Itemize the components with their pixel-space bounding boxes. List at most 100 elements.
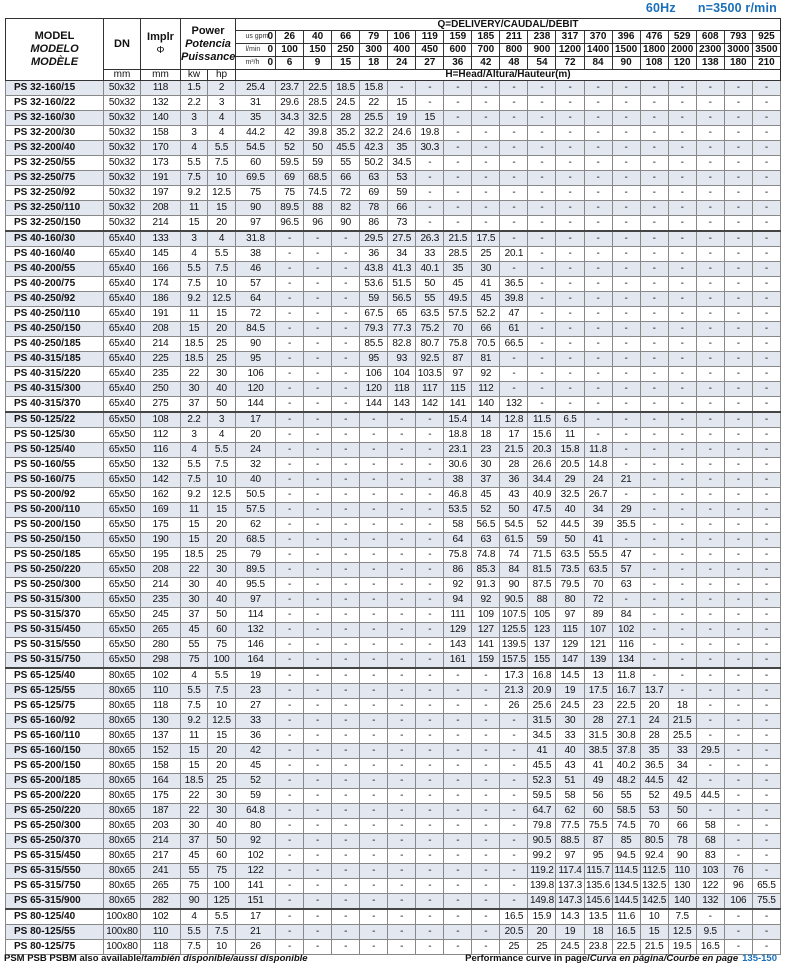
head-value-cell: 139.8 [527,878,557,894]
kw-cell: 2.2 [180,411,208,428]
head-value-cell: 17 [235,908,277,925]
dn-cell: 80x65 [103,788,141,804]
head-value-cell: - [611,532,641,548]
flow-value: 90 [620,57,632,69]
head-value-cell: - [695,442,725,458]
head-value-cell: - [723,411,753,428]
head-value-cell: - [359,863,389,879]
head-value-cell: 30 [555,713,585,729]
head-value-cell: 25.5 [667,728,697,744]
model-cell: PS 50-315/750 [5,652,104,669]
page-range-link[interactable]: 135-150 [742,953,777,964]
head-value-cell: - [415,155,445,171]
head-value-cell: - [331,698,361,714]
head-value-cell: 87 [443,351,473,367]
head-value-cell: - [555,95,585,111]
head-value-cell: 72 [583,592,613,608]
kw-cell: 2.2 [180,95,208,111]
head-value-cell: - [751,381,782,397]
head-value-cell: - [275,276,305,292]
head-value-cell: - [303,803,333,819]
head-value-cell: - [667,502,697,518]
dn-cell: 65x40 [103,261,141,277]
head-value-cell: - [695,396,725,413]
head-value-cell: - [303,502,333,518]
dn-cell: 65x50 [103,607,141,623]
flow-m3h-cell: 210 [751,56,782,70]
head-value-cell: - [443,80,473,96]
head-value-cell: - [415,788,445,804]
head-value-cell: - [359,652,389,669]
head-value-cell: - [695,306,725,322]
head-value-cell: - [275,607,305,623]
head-value-cell: - [667,411,697,428]
flow-value: 79 [368,31,380,43]
head-value-cell: 110 [667,863,697,879]
head-value-cell: - [303,908,333,925]
hp-cell: 60 [206,848,237,864]
head-value-cell: - [751,758,782,774]
flow-m3h-cell: 72 [555,56,585,70]
head-value-cell: - [667,291,697,307]
head-value-cell: - [583,276,613,292]
head-value-cell: - [387,683,417,699]
head-value-cell: 85.3 [471,562,501,578]
head-value-cell: - [303,893,333,910]
flow-m3h-cell: m³/h 0 [235,56,277,70]
head-value-cell: - [331,351,361,367]
head-value-cell: - [471,667,501,684]
head-value-cell: - [471,200,501,216]
head-value-cell: 132 [235,622,277,638]
head-value-cell: - [415,652,445,669]
head-value-cell: 11.6 [611,908,641,925]
kw-cell: 30 [180,381,208,397]
head-value-cell: - [639,592,669,608]
head-value-cell: 18 [667,698,697,714]
head-value-cell: 107.5 [499,607,529,623]
head-value-cell: - [443,788,473,804]
head-value-cell: - [723,848,753,864]
dn-cell: 50x32 [103,125,141,141]
dn-cell: 80x65 [103,803,141,819]
head-value-cell: - [275,788,305,804]
head-value-cell: - [723,607,753,623]
model-cell: PS 65-200/220 [5,788,104,804]
hp-cell: 2 [206,80,237,96]
hp-cell: 20 [206,215,237,232]
head-value-cell: - [695,683,725,699]
head-value-cell: - [723,622,753,638]
curve-ref-es-fr: Curva en página/Courbe en page [589,953,739,964]
head-value-cell: 63 [471,532,501,548]
hp-cell: 30 [206,788,237,804]
head-value-cell: 132 [499,396,529,413]
head-value-cell: 19 [235,667,277,684]
model-header-en: MODEL [34,30,75,42]
head-value-cell: - [387,532,417,548]
head-value-cell: - [275,893,305,910]
head-value-cell: 84 [499,562,529,578]
head-value-cell: 32.5 [303,110,333,126]
head-value-cell: - [471,833,501,849]
head-value-cell: - [555,110,585,126]
head-value-cell: - [387,863,417,879]
head-value-cell: 97 [555,607,585,623]
head-value-cell: 20.5 [499,924,529,940]
head-value-cell: - [723,110,753,126]
head-value-cell: - [471,758,501,774]
flow-value: 24 [396,57,408,69]
head-value-cell: - [751,472,782,488]
head-value-cell: 39 [583,517,613,533]
dn-cell: 80x65 [103,893,141,910]
head-value-cell: - [443,185,473,201]
head-value-cell: - [639,411,669,428]
head-value-cell: - [639,155,669,171]
head-value-cell: - [275,230,305,247]
head-value-cell: - [639,637,669,653]
head-value-cell: - [443,125,473,141]
head-value-cell: - [667,442,697,458]
dn-cell: 80x65 [103,713,141,729]
head-value-cell: - [387,803,417,819]
model-cell: PS 50-250/150 [5,532,104,548]
hp-cell: 15 [206,306,237,322]
head-value-cell: - [639,472,669,488]
